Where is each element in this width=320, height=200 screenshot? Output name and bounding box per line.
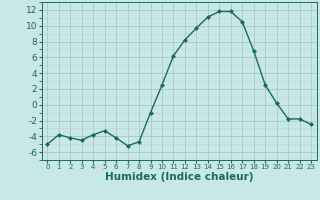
X-axis label: Humidex (Indice chaleur): Humidex (Indice chaleur) [105,172,253,182]
